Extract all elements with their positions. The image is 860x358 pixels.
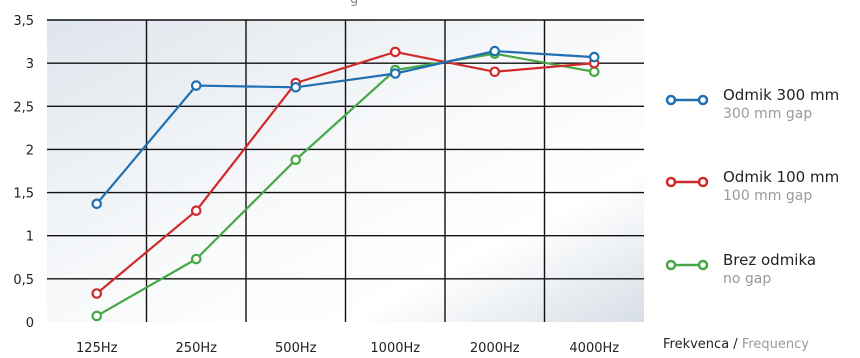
legend-subtitle: 300 mm gap	[723, 106, 813, 122]
legend-swatch-100mm	[665, 176, 709, 188]
y-tick-label: 1	[26, 230, 34, 245]
data-point	[588, 66, 600, 78]
y-axis-ticks: 0 0,5 1 1,5 2 2,5 3 3,5	[13, 14, 34, 331]
series-lines	[91, 45, 600, 322]
legend-item-300mm: Odmik 300 mm 300 mm gap	[665, 86, 860, 126]
legend-subtitle: 100 mm gap	[723, 188, 813, 204]
legend-swatch-300mm	[665, 94, 709, 106]
data-point	[190, 253, 202, 265]
x-tick-label: 4000Hz	[569, 341, 619, 356]
data-point	[389, 46, 401, 58]
data-point	[91, 198, 103, 210]
x-tick-label: 500Hz	[275, 341, 317, 356]
legend-name: Odmik 300 mm	[723, 86, 840, 104]
data-point	[91, 288, 103, 299]
x-axis-ticks: 125Hz 250Hz 500Hz 1000Hz 2000Hz 4000Hz	[76, 341, 619, 356]
x-axis-title-sl: Frekvenca	[663, 337, 730, 352]
series-line	[96, 52, 595, 317]
legend-item-100mm: Odmik 100 mm 100 mm gap	[665, 168, 860, 208]
data-point	[588, 51, 600, 63]
x-axis-title-sep: /	[729, 337, 742, 352]
y-tick-label: 3	[26, 57, 34, 72]
data-point	[489, 66, 501, 78]
x-tick-label: 125Hz	[76, 341, 118, 356]
legend-swatch-no-gap	[665, 259, 709, 271]
data-point	[91, 310, 103, 322]
data-point	[290, 154, 302, 166]
y-tick-label: 0	[26, 316, 34, 331]
x-tick-label: 2000Hz	[470, 341, 520, 356]
data-point	[190, 80, 202, 91]
x-tick-label: 250Hz	[176, 341, 218, 356]
data-point	[389, 68, 401, 79]
legend-subtitle: no gap	[723, 271, 772, 287]
legend-name: Odmik 100 mm	[723, 168, 840, 186]
y-tick-label: 0,5	[13, 273, 34, 288]
chart-top-label: g	[350, 0, 358, 7]
y-tick-label: 2,5	[13, 100, 34, 115]
y-tick-label: 3,5	[13, 14, 34, 29]
x-tick-label: 1000Hz	[370, 341, 420, 356]
data-point	[290, 82, 302, 93]
grid	[47, 19, 644, 322]
data-point	[489, 45, 501, 57]
data-point	[190, 205, 202, 216]
legend-item-no-gap: Brez odmika no gap	[665, 251, 860, 291]
series-line	[95, 49, 595, 205]
x-axis-title-en: Frequency	[741, 337, 809, 352]
y-tick-label: 2	[26, 143, 34, 158]
x-axis-title: Frekvenca / Frequency	[663, 337, 809, 352]
legend-name: Brez odmika	[723, 251, 817, 269]
series-line	[96, 50, 595, 295]
y-tick-label: 1,5	[13, 187, 34, 202]
